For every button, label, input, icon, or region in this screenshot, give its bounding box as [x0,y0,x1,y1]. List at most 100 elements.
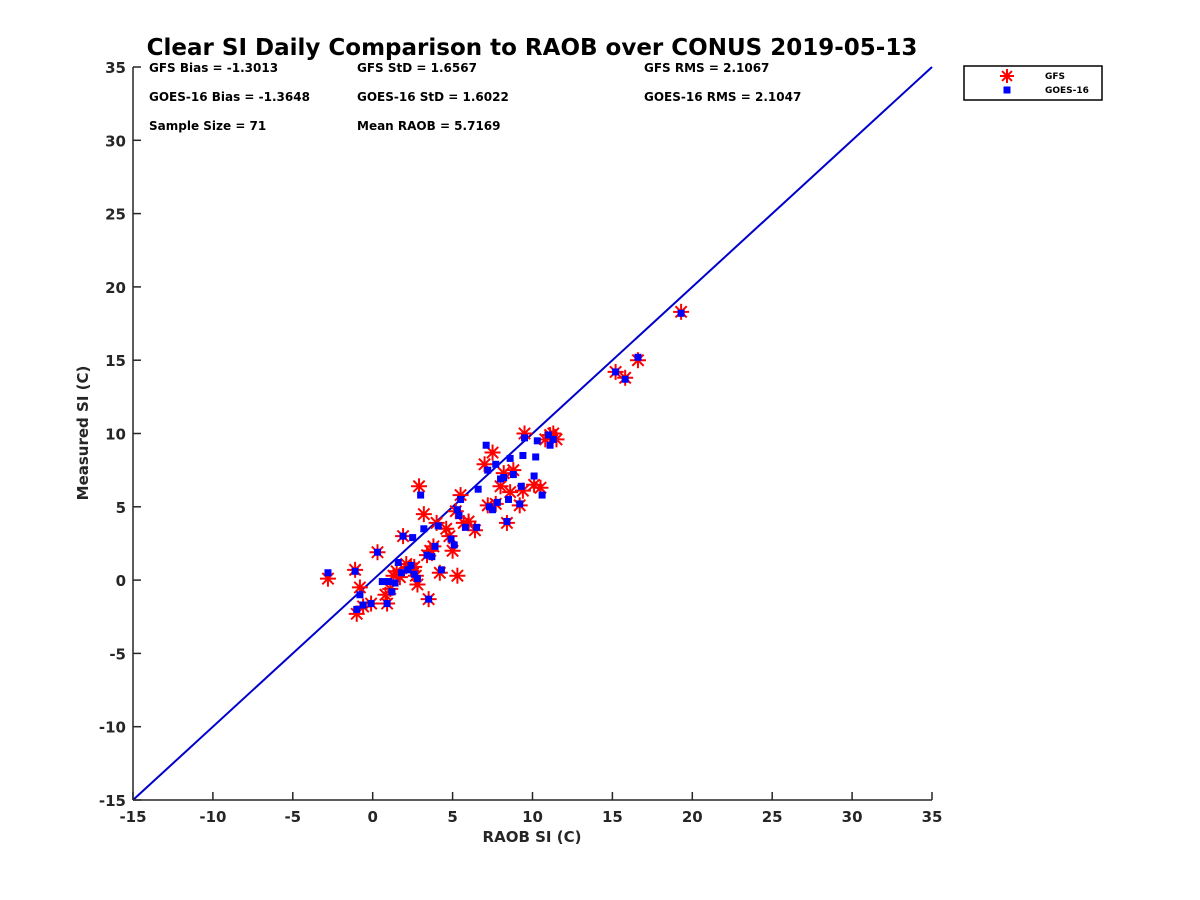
goes16-point [519,451,527,459]
goes16-point [621,375,629,383]
stat-text: GOES-16 Bias = -1.3648 [149,90,310,104]
goes16-point [506,454,514,462]
goes16-point [394,559,402,567]
y-tick-label: 15 [105,352,126,370]
goes16-point [453,506,461,514]
goes16-point [482,441,490,449]
goes16-point [378,578,386,586]
legend-gfs-marker [1000,69,1014,83]
y-tick-label: 5 [116,499,126,517]
goes16-point [505,495,513,503]
goes16-point [546,441,554,449]
goes16-point [351,567,359,575]
goes16-point [532,453,540,461]
gfs-point [484,444,501,461]
goes16-point [410,570,418,578]
goes16-point [324,569,332,577]
x-tick-label: 35 [922,808,943,826]
legend-goes16-square [1003,86,1011,94]
goes16-point [428,553,436,561]
x-tick-label: 10 [522,808,543,826]
goes16-point [409,534,417,542]
goes16-point [359,601,367,609]
goes16-point [388,588,396,596]
gfs-point [516,425,533,442]
goes16-point [461,523,469,531]
stat-text: GOES-16 RMS = 2.1047 [644,90,801,104]
y-axis-label: Measured SI (C) [74,366,92,501]
goes16-point [397,569,405,577]
legend-label-goes16: GOES-16 [1045,86,1089,96]
goes16-point [407,561,415,569]
y-tick-label: 10 [105,426,126,444]
points-layer [319,303,690,622]
gfs-point [411,478,428,495]
goes16-point [503,517,511,525]
x-tick-label: 20 [682,808,703,826]
goes16-point [420,525,428,533]
goes16-point [544,431,552,439]
x-tick-label: 25 [762,808,783,826]
y-tick-label: 25 [105,206,126,224]
goes16-point [517,482,525,490]
goes16-point [413,575,421,583]
gfs-point [319,570,336,587]
goes16-point [356,591,364,599]
x-tick-label: 0 [367,808,377,826]
goes16-point [423,551,431,559]
goes16-point [549,435,557,443]
legend-gfs-star [1000,69,1014,83]
goes16-point [457,495,465,503]
x-tick-label: -10 [199,808,226,826]
goes16-point [434,522,442,530]
goes16-point [447,535,455,543]
y-tick-label: 30 [105,132,126,150]
goes16-point [385,578,393,586]
stat-text: GFS RMS = 2.1067 [644,61,769,75]
goes16-point [493,498,501,506]
goes16-point [533,437,541,445]
goes16-point [404,566,412,574]
y-tick-label: -10 [99,719,126,737]
goes16-point [450,541,458,549]
legend-goes16-marker [1003,86,1011,94]
legend-label-gfs: GFS [1045,72,1065,82]
x-tick-label: -15 [119,808,146,826]
legend-box [963,65,1103,101]
y-tick-label: -5 [109,645,126,663]
goes16-point [484,466,492,474]
x-tick-label: 15 [602,808,623,826]
gfs-point [452,487,469,504]
x-tick-label: 5 [447,808,457,826]
stats-layer: GFS Bias = -1.3013 GFS StD = 1.6567 GFS RM… [149,61,801,133]
goes16-point [612,368,620,376]
goes16-point [473,523,481,531]
goes16-point [516,500,524,508]
goes16-point [437,566,445,574]
gfs-point [449,567,466,584]
goes16-point [399,532,407,540]
goes16-point [455,512,463,520]
goes16-point [425,595,433,603]
goes16-point [521,434,529,442]
stat-text: GFS Bias = -1.3013 [149,61,278,75]
legend: GFS GOES-16 [963,65,1103,101]
x-tick-label: -5 [284,808,301,826]
y-tick-label: 35 [105,59,126,77]
goes16-point [489,506,497,514]
goes16-point [492,460,500,468]
goes16-point [538,491,546,499]
stat-text: Sample Size = 71 [149,119,266,133]
y-tick-label: 0 [116,572,126,590]
goes16-point [417,491,425,499]
goes16-point [634,353,642,361]
goes16-point [431,542,439,550]
goes16-point [677,309,685,317]
goes16-point [509,471,517,479]
goes16-point [383,600,391,608]
stat-text: GFS StD = 1.6567 [357,61,477,75]
gfs-point [532,479,549,496]
goes16-point [500,473,508,481]
goes16-point [373,548,381,556]
